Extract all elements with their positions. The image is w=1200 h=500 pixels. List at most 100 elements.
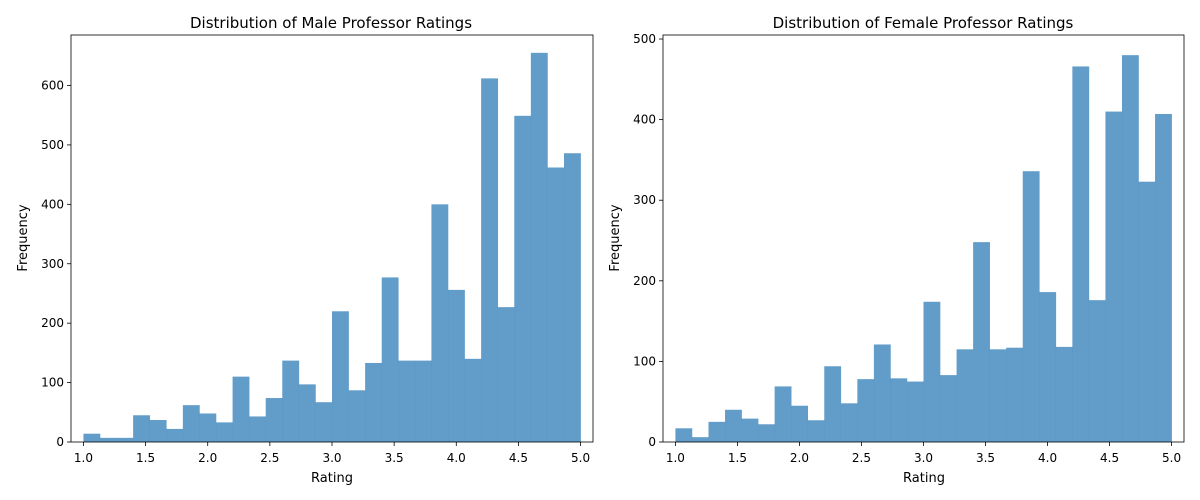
x-tick-label: 4.5 [509,451,528,465]
x-tick-label: 3.0 [914,451,933,465]
histogram-bar [315,402,333,442]
histogram-bar [1039,292,1057,442]
histogram-bar [365,362,383,442]
histogram-bar [1105,111,1123,442]
histogram-bar [232,376,250,442]
y-tick-label: 0 [648,435,656,449]
histogram-bar [265,398,283,442]
histogram-bar [758,424,775,442]
x-axis-label: Rating [311,471,353,486]
histogram-bar [691,437,709,442]
bars-group [83,52,581,443]
histogram-bar [956,349,974,442]
histogram-bar [348,390,366,442]
histogram-bar [464,358,482,442]
x-axis-ticks: 1.0 1.5 2.0 2.5 3.0 3.5 4.0 4.5 5.0 [666,442,1181,465]
histogram-bar [149,420,167,442]
y-tick-label: 400 [41,197,64,211]
y-tick-label: 600 [41,79,64,93]
histogram-bar [249,416,267,442]
histogram-bar [282,360,300,442]
histogram-bar [1121,55,1139,443]
histogram-bar [414,360,432,442]
histogram-bar [182,405,200,442]
y-axis-ticks: 0 100 200 300 400 500 600 [41,79,71,449]
histogram-bar [873,344,891,442]
chart-title: Distribution of Male Professor Ratings [190,14,472,32]
x-tick-label: 3.5 [976,451,995,465]
histogram-bar [381,277,399,442]
histogram-bar [1088,300,1106,442]
histogram-bar [199,413,217,442]
x-tick-label: 2.0 [790,451,809,465]
histogram-bar [133,415,151,442]
histogram-bar [1022,171,1040,442]
histogram-bar [431,204,449,442]
female-ratings-histogram: Distribution of Female Professor Ratings… [608,14,1185,486]
x-tick-label: 4.0 [447,451,466,465]
x-tick-label: 3.5 [385,451,404,465]
y-axis-label: Frequency [16,204,31,271]
histogram-bar [906,381,924,442]
histogram-bar [774,386,792,442]
histogram-bar [83,433,101,442]
histogram-bar [1072,66,1090,442]
y-axis-ticks: 0 100 200 300 400 500 [633,32,663,449]
histogram-bar [741,418,759,442]
histogram-bar [481,78,499,443]
x-axis-label: Rating [903,471,945,486]
histogram-bar [100,437,117,442]
histogram-bar [791,405,809,442]
x-tick-label: 5.0 [1162,451,1181,465]
bars-group [675,55,1172,443]
histogram-bar [564,153,581,442]
chart-title: Distribution of Female Professor Ratings [773,14,1074,32]
y-tick-label: 100 [41,376,64,390]
y-tick-label: 500 [41,138,64,152]
histogram-bar [530,52,548,442]
histogram-bar [1006,347,1024,442]
plot-frame [70,34,594,443]
histogram-bar [824,366,842,442]
x-tick-label: 4.5 [1100,451,1119,465]
x-axis-ticks: 1.0 1.5 2.0 2.5 3.0 3.5 4.0 4.5 5.0 [74,442,590,465]
histogram-bar [989,349,1007,442]
x-tick-label: 2.5 [260,451,279,465]
histogram-bar [398,360,416,442]
x-tick-label: 1.5 [136,451,155,465]
histogram-bar [166,428,184,442]
histogram-bar [116,437,134,442]
y-tick-label: 400 [633,113,656,127]
histogram-bar [840,403,858,442]
y-tick-label: 100 [633,354,656,368]
x-tick-label: 5.0 [571,451,590,465]
histogram-bar [675,428,693,442]
y-tick-label: 0 [56,435,64,449]
x-tick-label: 1.5 [728,451,747,465]
x-tick-label: 1.0 [666,451,685,465]
histogram-bar [725,409,742,442]
x-tick-label: 2.0 [198,451,217,465]
histogram-bar [923,301,941,442]
y-tick-label: 300 [633,193,656,207]
histogram-bar [890,378,908,442]
histogram-bar [1055,346,1073,442]
x-tick-label: 3.0 [322,451,341,465]
histogram-bar [973,242,990,442]
histogram-bar [497,307,515,442]
y-axis-label: Frequency [608,204,623,271]
histogram-bar [547,167,565,442]
histogram-bar [857,379,875,442]
plot-frame [662,34,1185,443]
histogram-bar [298,384,316,442]
y-tick-label: 500 [633,32,656,46]
histogram-bar [448,289,465,442]
histogram-bar [216,422,233,442]
histogram-bar [940,375,957,442]
y-tick-label: 200 [633,274,656,288]
x-tick-label: 2.5 [852,451,871,465]
histogram-bar [1155,113,1172,442]
x-tick-label: 4.0 [1038,451,1057,465]
y-tick-label: 200 [41,316,64,330]
